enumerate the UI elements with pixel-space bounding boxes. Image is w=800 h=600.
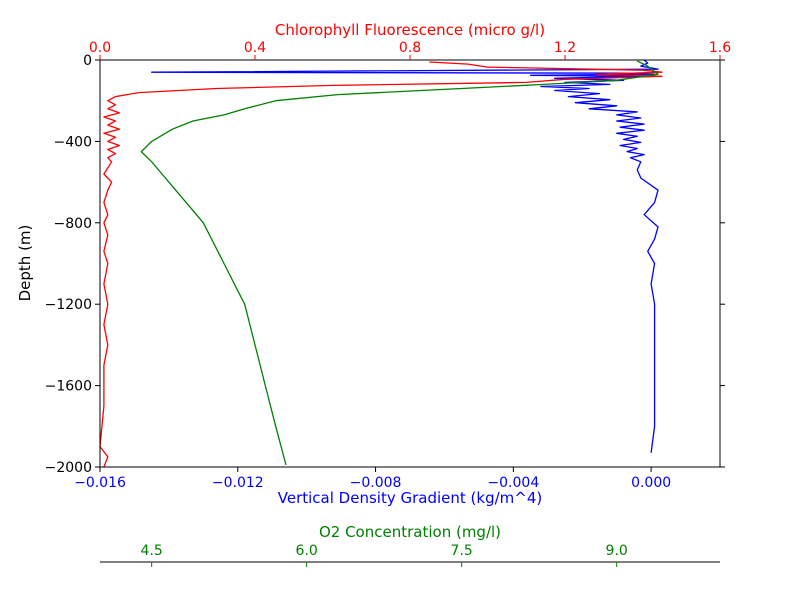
y-tick-label: 0	[83, 53, 92, 69]
oxygen-tick-label: 4.5	[141, 543, 163, 559]
oxygen-axis: 4.5 6.0 7.5 9.0	[141, 543, 628, 567]
chlorophyll-axis: 0.0 0.4 0.8 1.2 1.6	[89, 40, 731, 60]
chlorophyll-tick-label: 1.6	[709, 40, 731, 56]
chlorophyll-tick-label: 0.8	[399, 40, 421, 56]
density-tick-label: −0.004	[487, 475, 539, 491]
chlorophyll-tick-label: 0.4	[244, 40, 266, 56]
oxygen-tick-label: 7.5	[451, 543, 473, 559]
density-tick-label: −0.008	[350, 475, 402, 491]
oxygen-tick-label: 6.0	[296, 543, 318, 559]
y-tick-label: −1600	[45, 379, 92, 395]
y-tick-label: −2000	[45, 460, 92, 476]
oxygen-tick-label: 9.0	[606, 543, 628, 559]
density-axis: −0.016 −0.012 −0.008 −0.004 0.000	[74, 467, 671, 491]
series-layer	[99, 59, 663, 468]
chlorophyll-axis-title: Chlorophyll Fluorescence (micro g/l)	[275, 21, 545, 39]
chlorophyll-tick-label: 1.2	[554, 40, 576, 56]
density-axis-title: Vertical Density Gradient (kg/m^4)	[278, 489, 542, 507]
y-axis: 0 −400 −800 −1200 −1600 −2000	[45, 53, 725, 476]
y-tick-label: −1200	[45, 297, 92, 313]
oxygen-axis-title: O2 Concentration (mg/l)	[319, 523, 501, 541]
density-series-line	[151, 59, 659, 453]
density-tick-label: −0.016	[74, 475, 126, 491]
chlorophyll-tick-label: 0.0	[89, 40, 111, 56]
oxygen-series-line	[140, 60, 659, 466]
y-tick-label: −400	[54, 134, 92, 150]
depth-axis-title: Depth (m)	[16, 225, 34, 302]
y-tick-label: −800	[54, 216, 92, 232]
density-tick-label: −0.012	[212, 475, 264, 491]
density-tick-label: 0.000	[631, 475, 671, 491]
chlorophyll-series-line	[99, 61, 663, 468]
